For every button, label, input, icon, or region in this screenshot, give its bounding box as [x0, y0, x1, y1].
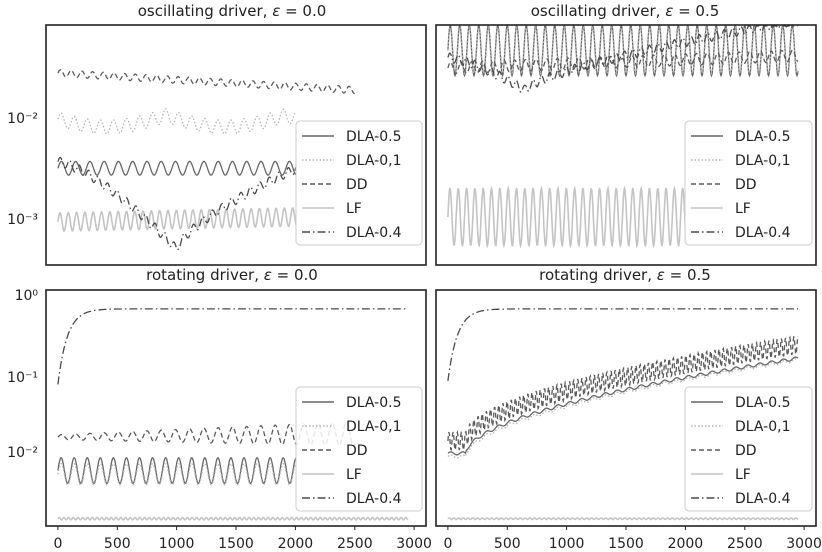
series-line-dla-0-4 [57, 156, 297, 251]
legend-label: DLA-0,1 [346, 419, 402, 435]
series-line-lf [57, 516, 409, 521]
legend: DLA-0.5 DLA-0,1 DD LF DLA-0.4 [295, 386, 423, 512]
legend-label: DLA-0,1 [735, 419, 791, 435]
series-line-dla-0-1 [57, 108, 297, 135]
series-line-dla-0-4 [57, 308, 408, 385]
legend-label: DD [735, 443, 757, 459]
series-line-dd [57, 69, 355, 95]
axes-frame [45, 24, 427, 266]
legend-frame [684, 386, 813, 512]
legend-label: LF [735, 201, 751, 217]
series-line-dla-0-5 [57, 457, 297, 485]
y-tick-label: 10⁻³ [7, 212, 38, 228]
x-tick-label: 2500 [727, 536, 763, 552]
legend-label: DD [346, 177, 368, 193]
panel-oscillating-eps-0: oscillating driver, ε = 0.0 10⁻² 10⁻³ DL… [7, 2, 427, 266]
series-line-dd [447, 49, 799, 75]
legend: DLA-0.5 DLA-0,1 DD LF DLA-0.4 [684, 386, 813, 512]
legend-frame [295, 386, 423, 512]
legend-label: DD [735, 177, 757, 193]
x-tick-label: 0 [53, 536, 62, 552]
series-line-lf [447, 517, 799, 521]
legend-label: DLA-0,1 [346, 153, 402, 169]
x-tick-label: 3000 [786, 536, 822, 552]
y-tick-label: 10⁻¹ [7, 370, 38, 386]
legend-label: DLA-0,1 [735, 153, 791, 169]
panel-oscillating-eps-05: oscillating driver, ε = 0.5 DLA-0.5DLA-0… [435, 2, 817, 266]
legend: DLA-0.5 DLA-0,1 DD LF DLA-0.4 [684, 120, 813, 246]
series-line-dla-0-5 [447, 356, 799, 456]
y-tick-label: 10⁰ [15, 288, 39, 304]
legend: DLA-0.5 DLA-0,1 DD LF DLA-0.4 [295, 120, 423, 246]
legend-label: LF [346, 467, 362, 483]
legend-label: DLA-0.4 [346, 491, 402, 507]
legend-label: DLA-0.5 [346, 129, 402, 145]
x-tick-label: 0 [443, 536, 452, 552]
x-tick-label: 2000 [668, 536, 704, 552]
x-tick-label: 500 [104, 536, 131, 552]
x-tick-label: 2500 [337, 536, 373, 552]
legend-frame [684, 120, 813, 246]
legend-label: DD [346, 443, 368, 459]
legend-frame [295, 120, 423, 246]
axes-frame [435, 24, 817, 266]
series-line-dla-0-4 [447, 308, 798, 381]
series-line-lf [57, 206, 298, 233]
y-tick-label: 10⁻² [7, 445, 38, 461]
series-line-dd [447, 335, 799, 452]
x-tick-labels: 0 500 1000 1500 2000 2500 3000 [53, 526, 432, 552]
x-tick-labels: 0 500 1000 1500 2000 2500 3000 [443, 526, 822, 552]
plot-area [447, 308, 799, 521]
x-tick-label: 2000 [278, 536, 314, 552]
panel-rotating-eps-0: rotating driver, ε = 0.0 10⁰ 10⁻¹ 10⁻² 0… [7, 266, 432, 552]
x-tick-label: 1000 [159, 536, 195, 552]
legend-label: LF [735, 467, 751, 483]
panel-title: oscillating driver, ε = 0.5 [531, 2, 720, 20]
legend-label: DLA-0.4 [346, 225, 402, 241]
series-line-dla-0-5 [57, 160, 297, 176]
plot-area [447, 25, 799, 249]
legend-label: LF [346, 201, 362, 217]
legend-label: DLA-0.4 [735, 225, 791, 241]
panel-title: rotating driver, ε = 0.5 [539, 266, 711, 284]
series-line-dla-0-4 [447, 25, 798, 93]
series-line-lf [447, 185, 688, 249]
plot-area [57, 69, 355, 251]
x-tick-label: 500 [494, 536, 521, 552]
series-line-dla-0-1 [57, 463, 297, 486]
x-tick-label: 1000 [549, 536, 585, 552]
x-tick-label: 1500 [608, 536, 644, 552]
x-tick-label: 3000 [396, 536, 432, 552]
series-line-dla-0-1 [447, 25, 799, 75]
legend-label: DLA-0.5 [735, 129, 791, 145]
legend-label: DLA-0.4 [735, 491, 791, 507]
series-line-dla-0-5 [447, 25, 799, 78]
legend-label: DLA-0.5 [735, 395, 791, 411]
panel-rotating-eps-05: rotating driver, ε = 0.5 0 500 1000 1500 200… [435, 266, 822, 552]
panel-title: oscillating driver, ε = 0.0 [138, 2, 327, 20]
legend-label: DLA-0.5 [346, 395, 402, 411]
panel-title: rotating driver, ε = 0.0 [146, 266, 318, 284]
y-tick-label: 10⁻² [7, 111, 38, 127]
x-tick-label: 1500 [218, 536, 254, 552]
